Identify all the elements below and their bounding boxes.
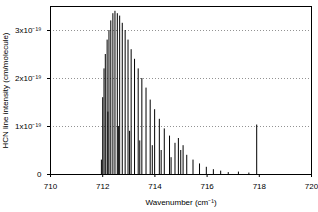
svg-text:3x10⁻¹⁹: 3x10⁻¹⁹: [15, 26, 41, 35]
svg-text:HCN line intensity (cm/molecul: HCN line intensity (cm/molecule): [1, 32, 10, 148]
svg-text:Wavenumber (cm⁻¹): Wavenumber (cm⁻¹): [145, 198, 216, 207]
svg-text:1x10⁻¹⁹: 1x10⁻¹⁹: [15, 122, 41, 131]
svg-text:720: 720: [305, 182, 318, 191]
svg-text:0: 0: [37, 170, 42, 179]
svg-text:712: 712: [96, 182, 110, 191]
svg-text:714: 714: [148, 182, 162, 191]
svg-text:718: 718: [253, 182, 267, 191]
svg-text:2x10⁻¹⁹: 2x10⁻¹⁹: [15, 74, 41, 83]
svg-text:716: 716: [200, 182, 214, 191]
svg-text:710: 710: [44, 182, 58, 191]
